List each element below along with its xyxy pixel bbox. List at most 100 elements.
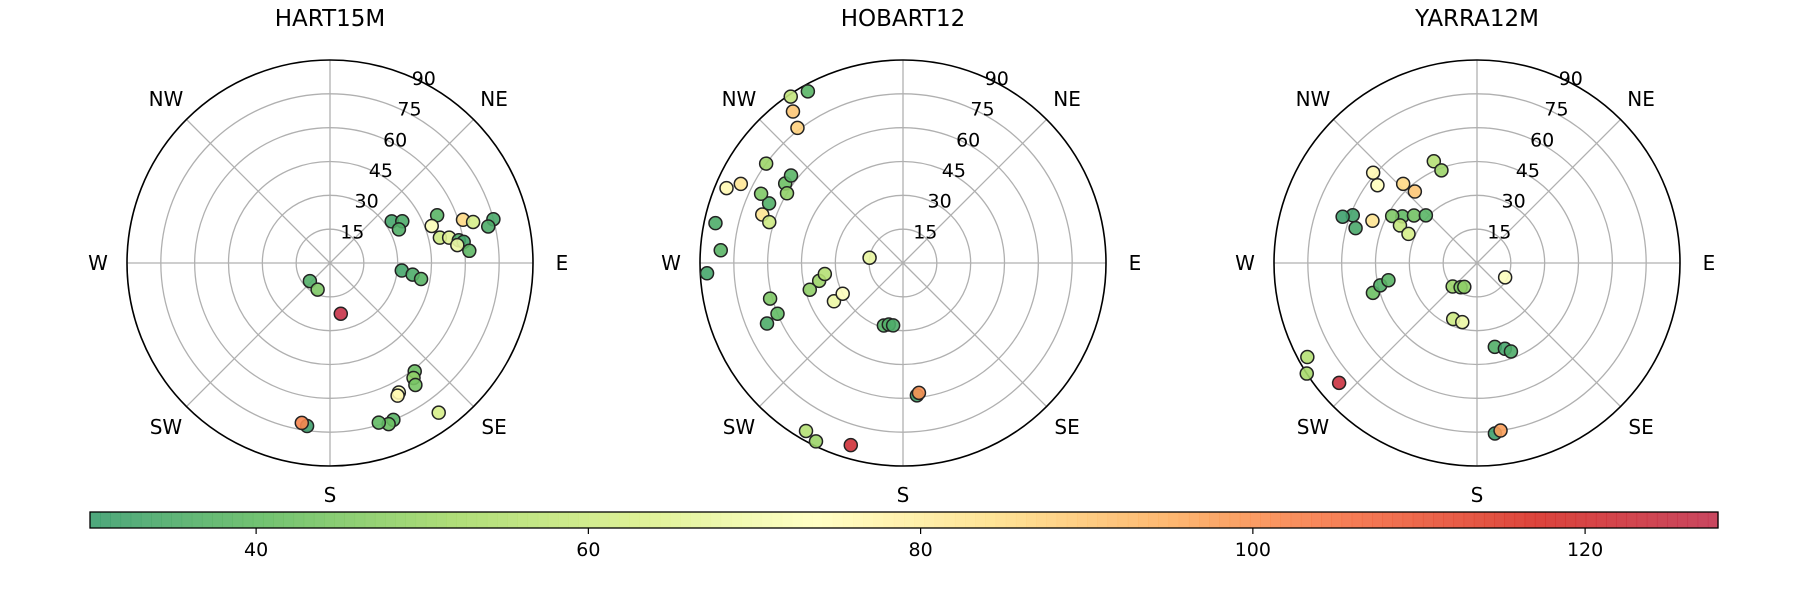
colorbar-segment [1656, 512, 1668, 528]
colorbar-segment [1290, 512, 1302, 528]
data-point [713, 243, 728, 258]
colorbar-tick-label: 60 [576, 539, 600, 561]
colorbar-segment [324, 512, 335, 528]
grid-spoke [1476, 262, 1622, 408]
radial-tick-label: 30 [928, 191, 952, 213]
colorbar-segment [1300, 512, 1312, 528]
data-point [371, 415, 387, 430]
colorbar-segment [873, 512, 885, 528]
colorbar-segment [792, 512, 803, 528]
colorbar-segment [262, 512, 274, 528]
colorbar-segment [100, 512, 111, 528]
colorbar-segment [1697, 512, 1709, 528]
colorbar-segment [90, 512, 101, 528]
colorbar-segment [1199, 512, 1210, 528]
panel-title: HOBART12 [841, 6, 966, 32]
colorbar-segment [832, 512, 844, 528]
data-point [1434, 163, 1449, 178]
colorbar-segment [252, 512, 264, 528]
grid-spoke [185, 118, 331, 264]
data-point [413, 271, 429, 287]
colorbar-segment [120, 512, 132, 528]
colorbar-tick-label: 120 [1567, 539, 1603, 561]
direction-label-w: W [1235, 251, 1255, 275]
direction-label-nw: NW [722, 87, 757, 111]
colorbar-segment [649, 512, 661, 528]
colorbar-segment [1463, 512, 1475, 528]
colorbar-segment [680, 512, 691, 528]
colorbar-segment [446, 512, 457, 528]
direction-label-s: S [897, 483, 910, 507]
radial-tick-label: 60 [956, 129, 980, 151]
radial-tick-label: 90 [1559, 68, 1583, 90]
colorbar-segment [975, 512, 986, 528]
colorbar-segment [1076, 512, 1088, 528]
data-point [1365, 165, 1381, 180]
colorbar-segment [598, 512, 610, 528]
radial-tick-label: 75 [1544, 99, 1568, 121]
colorbar-segment [731, 512, 742, 528]
data-point [817, 266, 833, 282]
colorbar-segment [1575, 512, 1587, 528]
colorbar-tick-label: 40 [244, 539, 268, 561]
colorbar-segment [1341, 512, 1353, 528]
data-point [310, 282, 325, 297]
colorbar-segment [842, 512, 854, 528]
data-point [798, 423, 814, 439]
direction-label-e: E [556, 251, 569, 275]
data-point [1335, 209, 1350, 224]
colorbar-segment [486, 512, 498, 528]
colorbar-segment [201, 512, 213, 528]
data-point [708, 215, 723, 231]
colorbar-segment [395, 512, 407, 528]
direction-label-se: SE [481, 415, 506, 439]
grid-spoke [1476, 118, 1622, 264]
colorbar-segment [853, 512, 864, 528]
colorbar-segment [771, 512, 783, 528]
colorbar-segment [1219, 512, 1231, 528]
data-point [462, 243, 477, 259]
colorbar-segment [1565, 512, 1577, 528]
data-point [843, 437, 859, 453]
colorbar-segment [191, 512, 203, 528]
direction-label-w: W [88, 251, 108, 275]
colorbar-segment [761, 512, 773, 528]
colorbar-segment [934, 512, 946, 528]
colorbar-segment [1097, 512, 1109, 528]
outer-ring [1273, 59, 1681, 467]
colorbar-segment [303, 512, 315, 528]
data-point [759, 316, 775, 331]
colorbar-segment [1066, 512, 1078, 528]
radial-tick-label: 30 [355, 191, 379, 213]
colorbar-segment [110, 512, 122, 528]
data-point [1370, 177, 1385, 193]
colorbar-segment [1382, 512, 1393, 528]
grid-spoke [902, 118, 1048, 264]
colorbar-segment [1483, 512, 1495, 528]
colorbar-segment [914, 512, 925, 528]
colorbar-segment [1616, 512, 1628, 528]
colorbar-segment [1036, 512, 1048, 528]
data-point [1392, 218, 1408, 233]
direction-label-se: SE [1628, 415, 1653, 439]
data-point [719, 180, 734, 196]
data-point [733, 176, 749, 192]
data-point [480, 219, 496, 234]
colorbar-segment [1636, 512, 1648, 528]
data-point [1299, 366, 1314, 381]
data-point [770, 306, 785, 321]
colorbar-segment [273, 512, 284, 528]
colorbar-segment [1260, 512, 1271, 528]
colorbar-segment [1239, 512, 1251, 528]
colorbar-segment [578, 512, 590, 528]
colorbar-segment [161, 512, 172, 528]
colorbar-segment [242, 512, 254, 528]
data-point [1407, 184, 1423, 199]
colorbar-segment [893, 512, 905, 528]
colorbar-tick-label: 80 [909, 539, 933, 561]
colorbar-segment [1321, 512, 1332, 528]
colorbar-segment [415, 512, 427, 528]
data-point [790, 120, 805, 136]
data-point [1497, 270, 1513, 285]
colorbar-tick-label: 100 [1235, 539, 1271, 561]
